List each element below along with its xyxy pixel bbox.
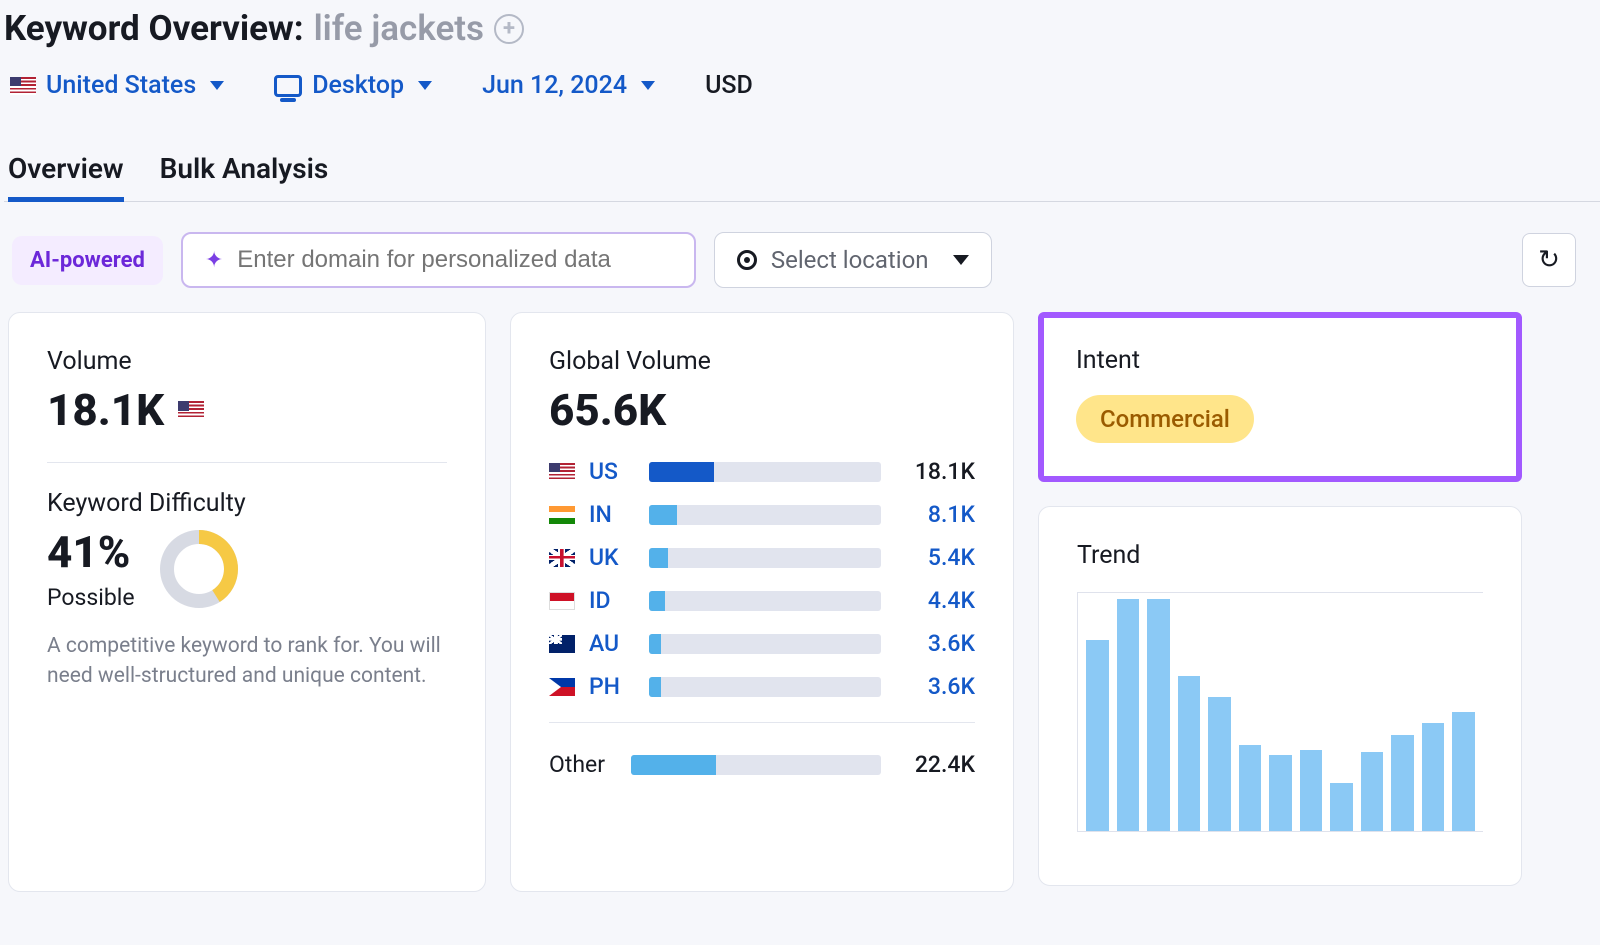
country-row[interactable]: IN 8.1K [549, 493, 975, 536]
chevron-down-icon [953, 255, 969, 265]
country-row[interactable]: AU 3.6K [549, 622, 975, 665]
trend-bar [1117, 599, 1140, 831]
global-volume-card: Global Volume 65.6K US 18.1K IN 8.1K UK 5.4K I… [510, 312, 1014, 892]
flag-us-icon [549, 463, 575, 481]
date-filter-label: Jun 12, 2024 [482, 71, 627, 100]
country-code: US [589, 458, 635, 485]
kd-text: Possible [47, 584, 135, 611]
flag-uk-icon [549, 549, 575, 567]
trend-bar [1086, 640, 1109, 831]
flag-us-icon [10, 77, 36, 95]
intent-card: Intent Commercial [1038, 312, 1522, 482]
volume-bar [649, 634, 881, 654]
sparkle-icon: ✦ [205, 248, 223, 273]
domain-input[interactable] [237, 246, 672, 274]
flag-au-icon [549, 635, 575, 653]
global-volume-label: Global Volume [549, 347, 975, 376]
trend-bar [1178, 676, 1201, 831]
other-value: 22.4K [895, 751, 975, 778]
trend-bar [1147, 599, 1170, 831]
volume-card: Volume 18.1K Keyword Difficulty 41% Poss… [8, 312, 486, 892]
trend-bar [1452, 712, 1475, 832]
trend-bar [1422, 723, 1445, 831]
trend-card: Trend [1038, 506, 1522, 886]
country-row[interactable]: US 18.1K [549, 450, 975, 493]
trend-chart [1077, 592, 1483, 832]
trend-bar [1239, 745, 1262, 831]
intent-label: Intent [1076, 346, 1484, 375]
flag-id-icon [549, 592, 575, 610]
device-filter[interactable]: Desktop [274, 71, 432, 100]
domain-input-wrapper[interactable]: ✦ [181, 232, 696, 288]
volume-bar [649, 677, 881, 697]
country-code: PH [589, 673, 635, 700]
tab-overview[interactable]: Overview [8, 142, 124, 201]
chevron-down-icon [210, 81, 224, 90]
country-code: AU [589, 630, 635, 657]
keyword: life jackets [314, 8, 484, 49]
global-volume-value: 65.6K [549, 384, 975, 436]
country-row[interactable]: ID 4.4K [549, 579, 975, 622]
title-prefix: Keyword Overview: [4, 8, 304, 49]
country-volume: 5.4K [895, 544, 975, 571]
volume-bar [649, 462, 881, 482]
page-title: Keyword Overview: life jackets + [4, 8, 1600, 49]
country-volume: 3.6K [895, 630, 975, 657]
volume-bar [649, 548, 881, 568]
kd-donut-chart [157, 527, 241, 611]
country-volume: 3.6K [895, 673, 975, 700]
flag-ph-icon [549, 678, 575, 696]
country-code: ID [589, 587, 635, 614]
kd-label: Keyword Difficulty [47, 489, 447, 518]
kd-percent: 41% [47, 526, 135, 578]
device-filter-label: Desktop [312, 71, 404, 100]
trend-bar [1391, 735, 1414, 831]
other-label: Other [549, 751, 617, 778]
refresh-icon: ↻ [1538, 245, 1560, 275]
country-row[interactable]: UK 5.4K [549, 536, 975, 579]
volume-bar [649, 591, 881, 611]
date-filter[interactable]: Jun 12, 2024 [482, 71, 655, 100]
location-pin-icon [737, 250, 757, 270]
volume-value: 18.1K [47, 384, 447, 436]
trend-bar [1330, 783, 1353, 831]
tab-bulk-analysis[interactable]: Bulk Analysis [160, 142, 329, 201]
other-row: Other 22.4K [549, 737, 975, 778]
chevron-down-icon [641, 81, 655, 90]
desktop-icon [274, 75, 302, 97]
trend-bar [1361, 752, 1384, 831]
country-filter-label: United States [46, 71, 196, 100]
flag-us-icon [178, 401, 204, 419]
country-volume: 18.1K [895, 458, 975, 485]
ai-powered-badge: AI-powered [12, 236, 163, 285]
chevron-down-icon [418, 81, 432, 90]
country-volume: 8.1K [895, 501, 975, 528]
flag-in-icon [549, 506, 575, 524]
trend-bar [1269, 755, 1292, 831]
trend-bar [1208, 697, 1231, 831]
country-filter[interactable]: United States [10, 71, 224, 100]
country-code: IN [589, 501, 635, 528]
trend-bar [1300, 750, 1323, 831]
refresh-button[interactable]: ↻ [1522, 233, 1576, 287]
currency-label: USD [705, 71, 753, 100]
location-select-label: Select location [771, 246, 929, 274]
trend-label: Trend [1077, 541, 1483, 570]
country-volume: 4.4K [895, 587, 975, 614]
kd-description: A competitive keyword to rank for. You w… [47, 631, 447, 692]
country-row[interactable]: PH 3.6K [549, 665, 975, 708]
volume-label: Volume [47, 347, 447, 376]
volume-bar [649, 505, 881, 525]
intent-badge: Commercial [1076, 395, 1254, 443]
add-keyword-button[interactable]: + [494, 14, 524, 44]
country-code: UK [589, 544, 635, 571]
location-select[interactable]: Select location [714, 232, 992, 288]
